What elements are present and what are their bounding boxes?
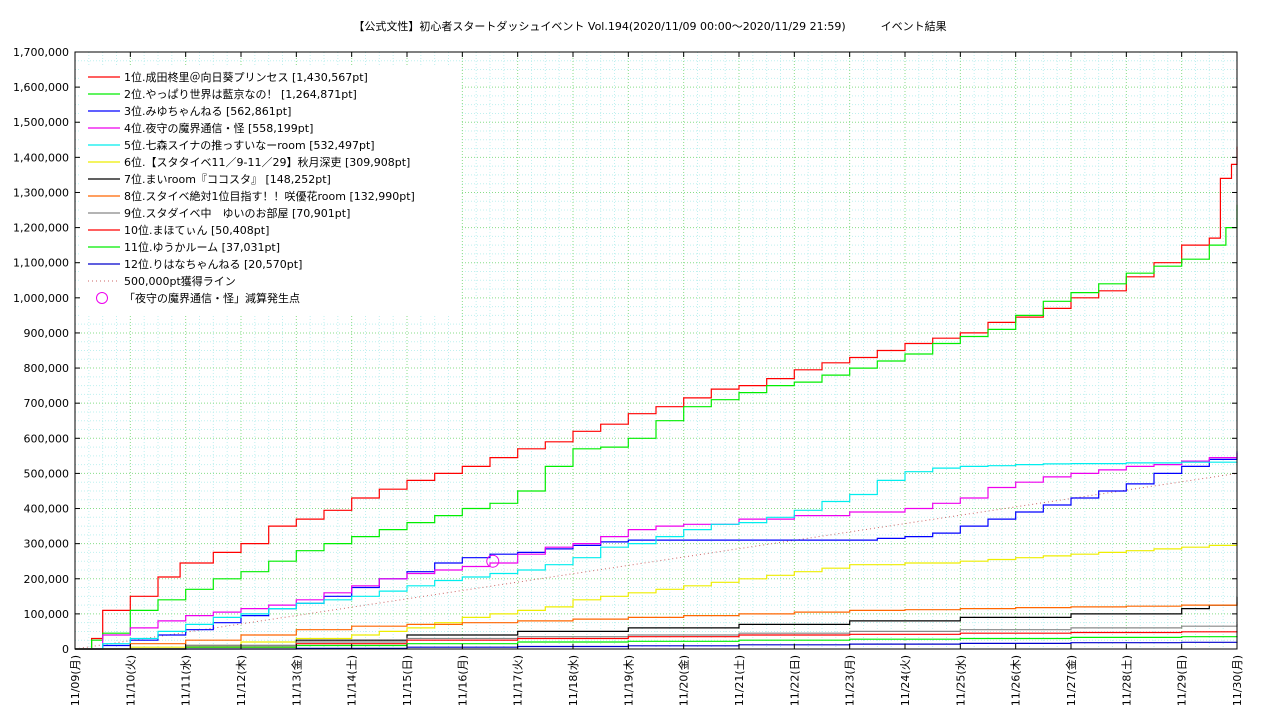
x-tick-label: 11/18(水) bbox=[567, 655, 580, 706]
legend-swatch-marker bbox=[96, 292, 108, 304]
legend-label-8: 8位.スタイベ絶対1位目指す！！咲優花room [132,990pt] bbox=[124, 189, 415, 203]
x-tick-label: 11/27(金) bbox=[1064, 655, 1078, 706]
event-marker bbox=[486, 554, 500, 568]
x-tick-label: 11/28(土) bbox=[1120, 655, 1133, 706]
x-tick-label: 11/13(金) bbox=[289, 655, 303, 706]
x-tick-label: 11/30(月) bbox=[1231, 655, 1244, 706]
legend-label-9: 9位.スタダイベ中 ゆいのお部屋 [70,901pt] bbox=[124, 206, 350, 220]
y-tick-label: 800,000 bbox=[24, 362, 70, 375]
legend-label-1: 1位.成田柊里＠向日葵プリンセス [1,430,567pt] bbox=[124, 70, 368, 84]
y-tick-label: 600,000 bbox=[24, 432, 70, 445]
x-tick-label: 11/11(水) bbox=[180, 655, 193, 706]
legend-label-11: 11位.ゆうかルーム [37,031pt] bbox=[124, 240, 280, 254]
x-tick-label: 11/21(土) bbox=[733, 655, 746, 706]
x-tick-label: 11/22(日) bbox=[788, 655, 801, 706]
chart-title: 【公式文性】初心者スタートダッシュイベント Vol.194(2020/11/09… bbox=[353, 20, 947, 33]
plot-frame bbox=[74, 51, 1238, 650]
x-tick-label: 11/10(火) bbox=[124, 655, 137, 706]
x-tick-label: 11/17(火) bbox=[512, 655, 525, 706]
y-tick-label: 300,000 bbox=[24, 538, 70, 551]
x-tick-label: 11/23(月) bbox=[844, 655, 857, 706]
legend-label-5: 5位.七森スイナの推っすいなーroom [532,497pt] bbox=[124, 138, 375, 152]
y-tick-label: 0 bbox=[62, 643, 69, 656]
x-tick-label: 11/20(金) bbox=[677, 655, 691, 706]
y-tick-label: 1,200,000 bbox=[13, 222, 69, 235]
x-tick-label: 11/19(木) bbox=[622, 655, 635, 706]
x-tick-label: 11/16(月) bbox=[456, 655, 469, 706]
legend-label-3: 3位.みゆちゃんねる [562,861pt] bbox=[124, 104, 291, 118]
y-tick-label: 1,700,000 bbox=[13, 46, 69, 59]
y-tick-label: 1,400,000 bbox=[13, 151, 69, 164]
legend-label-reference: 500,000pt獲得ライン bbox=[124, 275, 236, 288]
y-tick-label: 1,300,000 bbox=[13, 186, 69, 199]
x-tick-label: 11/29(日) bbox=[1176, 655, 1189, 706]
x-tick-label: 11/15(日) bbox=[401, 655, 414, 706]
y-tick-label: 1,000,000 bbox=[13, 292, 69, 305]
x-tick-label: 11/24(火) bbox=[899, 655, 912, 706]
x-tick-label: 11/12(木) bbox=[235, 655, 248, 706]
y-tick-label: 1,600,000 bbox=[13, 81, 69, 94]
x-tick-label: 11/25(水) bbox=[954, 655, 967, 706]
series-line-6 bbox=[75, 540, 1238, 650]
legend-box bbox=[80, 66, 460, 316]
y-tick-label: 700,000 bbox=[24, 397, 70, 410]
x-tick-label: 11/26(木) bbox=[1010, 655, 1023, 706]
x-tick-label: 11/09(月) bbox=[69, 655, 82, 706]
series-line-8 bbox=[75, 602, 1238, 650]
series-line-5 bbox=[75, 461, 1238, 650]
legend-label-7: 7位.まいroom『ココスタ』 [148,252pt] bbox=[124, 172, 331, 186]
legend-label-2: 2位.やっぱり世界は藍京なの！ [1,264,871pt] bbox=[124, 87, 357, 101]
y-tick-label: 1,500,000 bbox=[13, 116, 69, 129]
legend-label-6: 6位.【スタタイベ11／9-11／29】秋月深吏 [309,908pt] bbox=[124, 155, 410, 169]
y-tick-label: 1,100,000 bbox=[13, 257, 69, 270]
y-tick-label: 500,000 bbox=[24, 467, 70, 480]
series-line-2 bbox=[75, 204, 1238, 650]
legend-label-10: 10位.まほてぃん [50,408pt] bbox=[124, 223, 269, 237]
legend-label-12: 12位.りはなちゃんねる [20,570pt] bbox=[124, 257, 302, 271]
y-tick-label: 100,000 bbox=[24, 608, 70, 621]
legend-label-4: 4位.夜守の魔界通信・怪 [558,199pt] bbox=[124, 121, 313, 135]
y-tick-label: 200,000 bbox=[24, 573, 70, 586]
series-line-7 bbox=[75, 596, 1238, 650]
y-tick-label: 900,000 bbox=[24, 327, 70, 340]
y-tick-label: 400,000 bbox=[24, 503, 70, 516]
x-tick-label: 11/14(土) bbox=[346, 655, 359, 706]
series-line-4 bbox=[75, 453, 1238, 650]
legend-label-marker: 「夜守の魔界通信・怪」減算発生点 bbox=[124, 291, 300, 305]
